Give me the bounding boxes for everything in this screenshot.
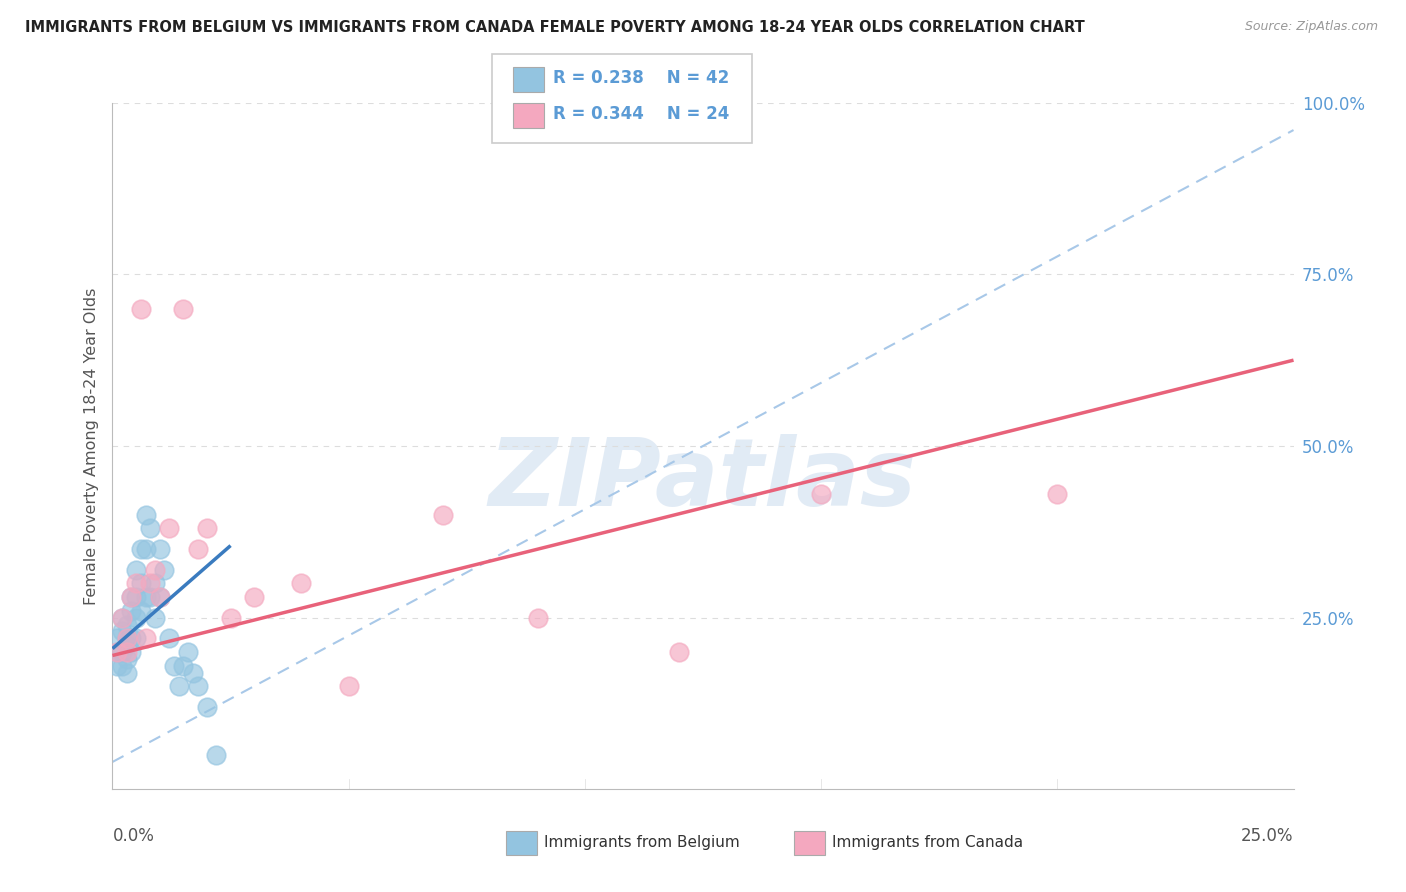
Text: R = 0.238    N = 42: R = 0.238 N = 42 <box>553 69 728 87</box>
Point <box>129 576 152 591</box>
Point <box>219 611 242 625</box>
Point <box>105 645 128 659</box>
Point <box>205 747 228 762</box>
Point <box>105 632 128 646</box>
Point <box>153 563 176 577</box>
Point <box>111 611 134 625</box>
Point <box>139 590 162 604</box>
Point <box>143 563 166 577</box>
Point <box>143 576 166 591</box>
Point <box>125 576 148 591</box>
Point <box>125 611 148 625</box>
Point <box>149 590 172 604</box>
Point <box>135 632 157 646</box>
Point <box>105 645 128 659</box>
Point <box>139 576 162 591</box>
Point <box>120 632 142 646</box>
Y-axis label: Female Poverty Among 18-24 Year Olds: Female Poverty Among 18-24 Year Olds <box>83 287 98 605</box>
Point <box>115 652 138 666</box>
Text: Immigrants from Canada: Immigrants from Canada <box>832 836 1024 850</box>
Point <box>186 542 208 557</box>
Point <box>157 521 180 535</box>
Text: ZIPatlas: ZIPatlas <box>489 434 917 526</box>
Point <box>115 645 138 659</box>
Point <box>125 590 148 604</box>
Point <box>111 658 134 673</box>
Text: 0.0%: 0.0% <box>112 827 155 846</box>
Point <box>115 617 138 632</box>
Point <box>135 508 157 522</box>
Point <box>135 542 157 557</box>
Point <box>163 658 186 673</box>
Point <box>125 563 148 577</box>
Point <box>111 611 134 625</box>
Point <box>143 611 166 625</box>
Point <box>111 645 134 659</box>
Point <box>129 604 152 618</box>
Text: R = 0.344    N = 24: R = 0.344 N = 24 <box>553 105 728 123</box>
Point <box>195 700 218 714</box>
Text: Immigrants from Belgium: Immigrants from Belgium <box>544 836 740 850</box>
Point <box>111 624 134 639</box>
Text: Source: ZipAtlas.com: Source: ZipAtlas.com <box>1244 20 1378 33</box>
Point <box>157 632 180 646</box>
Point <box>149 590 172 604</box>
Point <box>115 632 138 646</box>
Point <box>195 521 218 535</box>
Point <box>120 604 142 618</box>
Point <box>186 680 208 694</box>
Point <box>129 301 152 316</box>
Point <box>135 590 157 604</box>
Point <box>115 632 138 646</box>
Point <box>290 576 312 591</box>
Point <box>243 590 266 604</box>
Point <box>181 665 204 680</box>
Point <box>172 301 194 316</box>
Point <box>120 590 142 604</box>
Point <box>432 508 454 522</box>
Point <box>337 680 360 694</box>
Point <box>172 658 194 673</box>
Point <box>115 638 138 652</box>
Point <box>177 645 200 659</box>
Point <box>129 542 152 557</box>
Point <box>1046 487 1069 501</box>
Text: 25.0%: 25.0% <box>1241 827 1294 846</box>
Point <box>139 521 162 535</box>
Point <box>167 680 190 694</box>
Point <box>115 665 138 680</box>
Text: IMMIGRANTS FROM BELGIUM VS IMMIGRANTS FROM CANADA FEMALE POVERTY AMONG 18-24 YEA: IMMIGRANTS FROM BELGIUM VS IMMIGRANTS FR… <box>25 20 1085 35</box>
Point <box>120 645 142 659</box>
Point <box>526 611 548 625</box>
Point <box>810 487 832 501</box>
Point <box>149 542 172 557</box>
Point <box>120 590 142 604</box>
Point <box>668 645 690 659</box>
Point <box>105 658 128 673</box>
Point <box>125 632 148 646</box>
